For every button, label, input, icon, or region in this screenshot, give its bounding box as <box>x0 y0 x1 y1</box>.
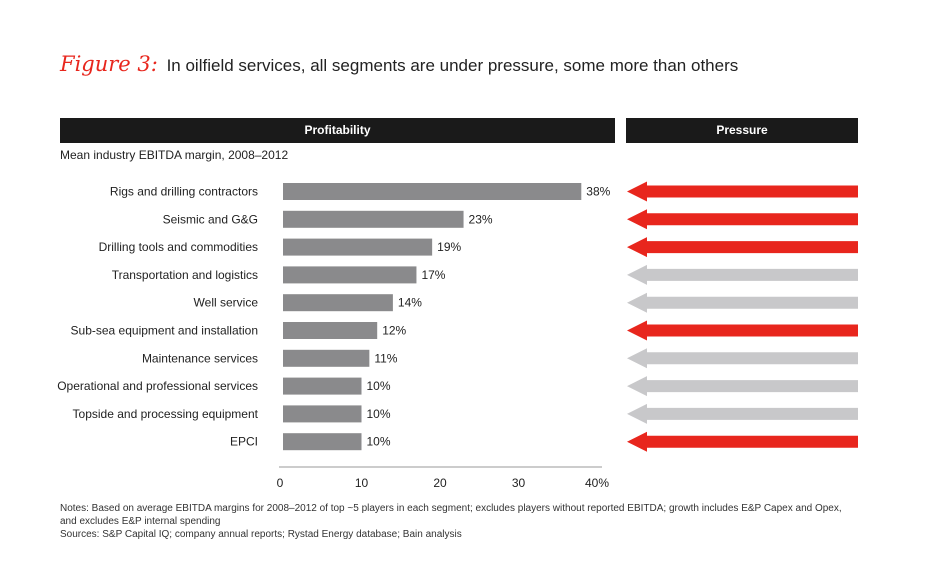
category-label: EPCI <box>230 435 258 449</box>
bar <box>283 377 362 395</box>
bar <box>283 266 417 284</box>
pressure-arrow <box>627 264 858 285</box>
pressure-arrow <box>627 431 858 452</box>
pressure-arrow <box>627 376 858 397</box>
pressure-arrow <box>627 348 858 369</box>
value-label: 12% <box>382 324 406 338</box>
value-label: 17% <box>421 268 445 282</box>
bar <box>283 405 362 423</box>
figure-title-text: In oilfield services, all segments are u… <box>166 56 739 75</box>
profitability-header: Profitability <box>60 118 615 143</box>
category-label: Seismic and G&G <box>163 212 258 226</box>
bar <box>283 238 433 256</box>
pressure-arrow <box>627 292 858 313</box>
footnotes: Notes: Based on average EBITDA margins f… <box>60 502 860 541</box>
bar <box>283 433 362 451</box>
value-label: 38% <box>586 185 610 199</box>
bar <box>283 210 464 228</box>
category-label: Sub-sea equipment and installation <box>71 324 258 338</box>
category-label: Transportation and logistics <box>112 268 258 282</box>
pressure-arrow <box>627 320 858 341</box>
x-tick-label: 30 <box>512 476 526 490</box>
bar <box>283 294 393 312</box>
x-tick-label: 0 <box>277 476 284 490</box>
pressure-arrow <box>627 181 858 202</box>
bar <box>283 183 582 200</box>
value-label: 14% <box>398 296 422 310</box>
sources-text: Sources: S&P Capital IQ; company annual … <box>60 529 462 540</box>
pressure-arrow <box>627 403 858 424</box>
category-label: Operational and professional services <box>57 379 258 393</box>
value-label: 19% <box>437 240 461 254</box>
value-label: 11% <box>374 351 397 365</box>
notes-text: Notes: Based on average EBITDA margins f… <box>60 503 842 527</box>
bar <box>283 322 378 339</box>
value-label: 10% <box>367 435 391 449</box>
chart-subtitle: Mean industry EBITDA margin, 2008–2012 <box>60 148 289 162</box>
figure-title: Figure 3: In oilfield services, all segm… <box>60 52 738 76</box>
bar <box>283 349 370 367</box>
value-label: 10% <box>367 407 391 421</box>
profitability-pressure-chart: Rigs and drilling contractors 38% Seismic … <box>57 181 858 490</box>
category-label: Well service <box>194 296 259 310</box>
pressure-arrow <box>627 237 858 258</box>
category-label: Topside and processing equipment <box>73 407 259 421</box>
x-tick-label: 10 <box>355 476 369 490</box>
category-label: Rigs and drilling contractors <box>110 185 258 199</box>
x-tick-label: 20 <box>433 476 447 490</box>
value-label: 10% <box>367 379 391 393</box>
pressure-header: Pressure <box>626 118 858 143</box>
x-tick-label: 40% <box>585 476 609 490</box>
figure-label: Figure 3: <box>60 52 158 76</box>
value-label: 23% <box>469 212 493 226</box>
pressure-arrow <box>627 209 858 230</box>
category-label: Maintenance services <box>142 351 258 365</box>
category-label: Drilling tools and commodities <box>99 240 258 254</box>
